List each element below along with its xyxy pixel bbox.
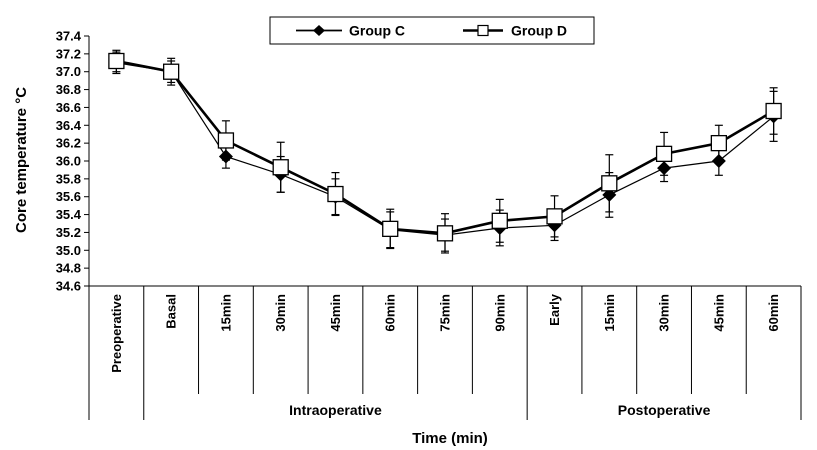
series-line-group-c <box>116 62 774 236</box>
data-point <box>436 225 454 242</box>
y-tick-label: 36.6 <box>56 100 81 115</box>
markers-group-d <box>108 52 782 242</box>
x-group-labels: Intraoperative Postoperative <box>289 402 710 418</box>
y-tick-label: 35.2 <box>56 225 81 240</box>
y-tick-label: 35.0 <box>56 243 81 258</box>
x-category-label: 45min <box>711 294 726 332</box>
y-tick-label: 36.4 <box>56 118 82 133</box>
x-group-label: Intraoperative <box>289 402 382 418</box>
data-point <box>108 52 125 70</box>
x-category-label: 45min <box>328 294 343 332</box>
data-point <box>710 134 727 152</box>
x-category-label: 15min <box>218 294 233 332</box>
x-category-labels: Preoperative Basal 15min 30min 45min 60min 75m… <box>109 293 781 373</box>
x-category-label: 60min <box>766 294 781 332</box>
data-point <box>217 132 235 149</box>
data-point <box>655 145 673 163</box>
data-point <box>218 149 233 164</box>
x-category-label: 30min <box>657 294 672 332</box>
y-tick-label: 36.8 <box>56 82 81 97</box>
x-category-label: 75min <box>438 294 453 332</box>
axes <box>88 36 802 420</box>
y-tick-label: 35.6 <box>56 189 81 204</box>
y-tick-label: 35.8 <box>56 171 81 186</box>
legend-label-group-c: Group C <box>349 23 405 39</box>
legend-marker-group-d <box>477 24 489 37</box>
y-tick-label: 35.4 <box>56 207 82 222</box>
data-point <box>272 159 289 176</box>
data-point <box>546 208 563 225</box>
series-line-group-d <box>116 59 775 235</box>
x-category-label: 15min <box>602 294 617 332</box>
y-tick-label: 36.0 <box>56 154 81 169</box>
x-category-label: 90min <box>492 294 507 332</box>
x-category-label: Preoperative <box>109 294 124 373</box>
y-axis-title: Core temperature °C <box>13 87 30 233</box>
y-tick-label: 37.4 <box>56 29 82 44</box>
data-point <box>382 220 399 238</box>
x-category-label: Early <box>547 293 562 326</box>
x-category-label: 30min <box>273 294 288 332</box>
data-point <box>163 63 180 80</box>
x-category-label: 60min <box>383 294 398 332</box>
x-category-label: Basal <box>164 294 179 329</box>
data-point <box>327 185 344 203</box>
data-point <box>601 175 618 192</box>
data-point <box>765 102 782 120</box>
y-tick-label: 37.0 <box>56 64 81 79</box>
data-point <box>657 161 672 176</box>
data-point <box>491 212 508 229</box>
x-axis-title: Time (min) <box>412 430 488 447</box>
legend-marker-group-c <box>313 25 325 36</box>
legend-label-group-d: Group D <box>511 23 567 39</box>
data-point <box>711 154 726 168</box>
series-layer <box>108 49 782 254</box>
legend: Group C Group D <box>269 16 595 45</box>
y-tick-label: 36.2 <box>56 136 81 151</box>
y-tick-labels: 37.4 37.2 37.0 36.8 36.6 36.4 36.2 36.0 35.8 35.6… <box>56 29 89 294</box>
y-tick-label: 37.2 <box>56 46 81 61</box>
y-tick-label: 34.8 <box>56 261 81 276</box>
y-tick-label: 34.6 <box>56 279 81 294</box>
x-group-label: Postoperative <box>618 402 711 418</box>
